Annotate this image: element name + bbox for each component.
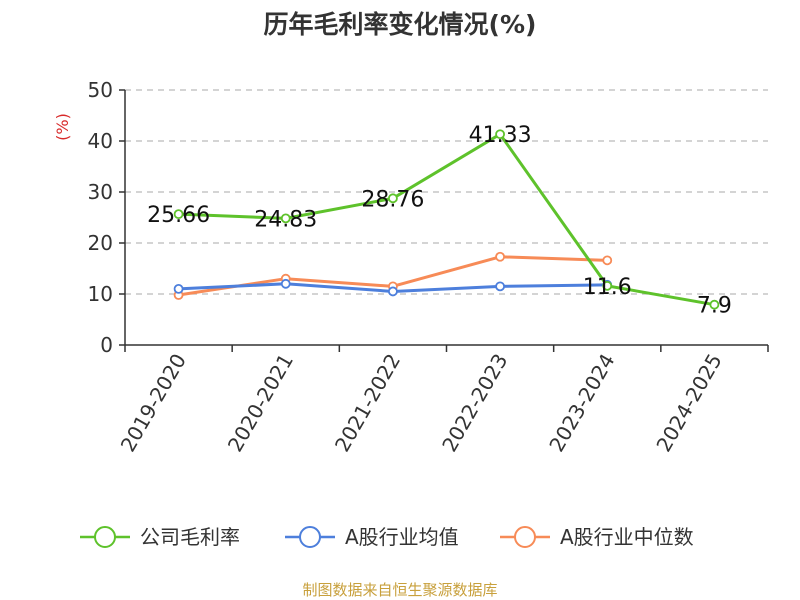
y-tick-label: 20 [88,231,113,255]
legend: 公司毛利率 A股行业均值 A股行业中位数 [80,525,694,549]
x-tick-label: 2022-2023 [437,350,512,456]
x-tick-label: 2020-2021 [223,350,298,456]
data-point [173,283,184,294]
legend-label: 公司毛利率 [140,525,240,549]
data-point [280,278,291,289]
data-label: 24.83 [254,207,317,232]
series-layer [173,129,720,310]
data-point [602,255,613,266]
data-point [495,251,505,262]
series-line [178,132,715,307]
legend-label: A股行业中位数 [560,525,694,549]
data-point [709,299,720,310]
data-labels: 25.66 24.83 28.76 41.33 11.6 7.9 [147,123,732,318]
x-tick-label: 2024-2025 [651,350,726,456]
data-point [388,286,398,297]
grid-lines [125,89,768,295]
data-point [173,209,184,220]
source-note: 制图数据来自恒生聚源数据库 [302,581,497,599]
data-point [388,193,398,204]
x-tick-label: 2023-2024 [544,350,619,456]
y-tick-label: 40 [88,129,113,153]
data-label: 7.9 [697,294,732,319]
data-point [495,281,505,292]
data-label: 11.6 [583,275,632,300]
data-point [602,280,613,291]
chart-title: 历年毛利率变化情况(%) [264,10,537,39]
x-tick-label: 2021-2022 [330,350,405,456]
data-label: 25.66 [147,203,210,228]
data-label: 28.76 [361,187,424,212]
data-point [280,213,291,224]
y-tick-label: 50 [88,78,113,102]
data-label: 41.33 [469,123,532,148]
legend-marker [94,526,116,548]
legend-marker [514,526,536,548]
axes: 0 10 20 30 40 50 2019-2020 2020-2021 2021-2022 20… [88,78,769,456]
y-axis-label: (%) [53,113,72,141]
y-tick-label: 0 [100,333,113,357]
data-point [495,129,505,140]
y-tick-label: 30 [88,180,113,204]
legend-label: A股行业均值 [345,525,459,549]
x-tick-label: 2019-2020 [116,350,191,456]
y-tick-label: 10 [88,282,113,306]
legend-marker [299,526,321,548]
